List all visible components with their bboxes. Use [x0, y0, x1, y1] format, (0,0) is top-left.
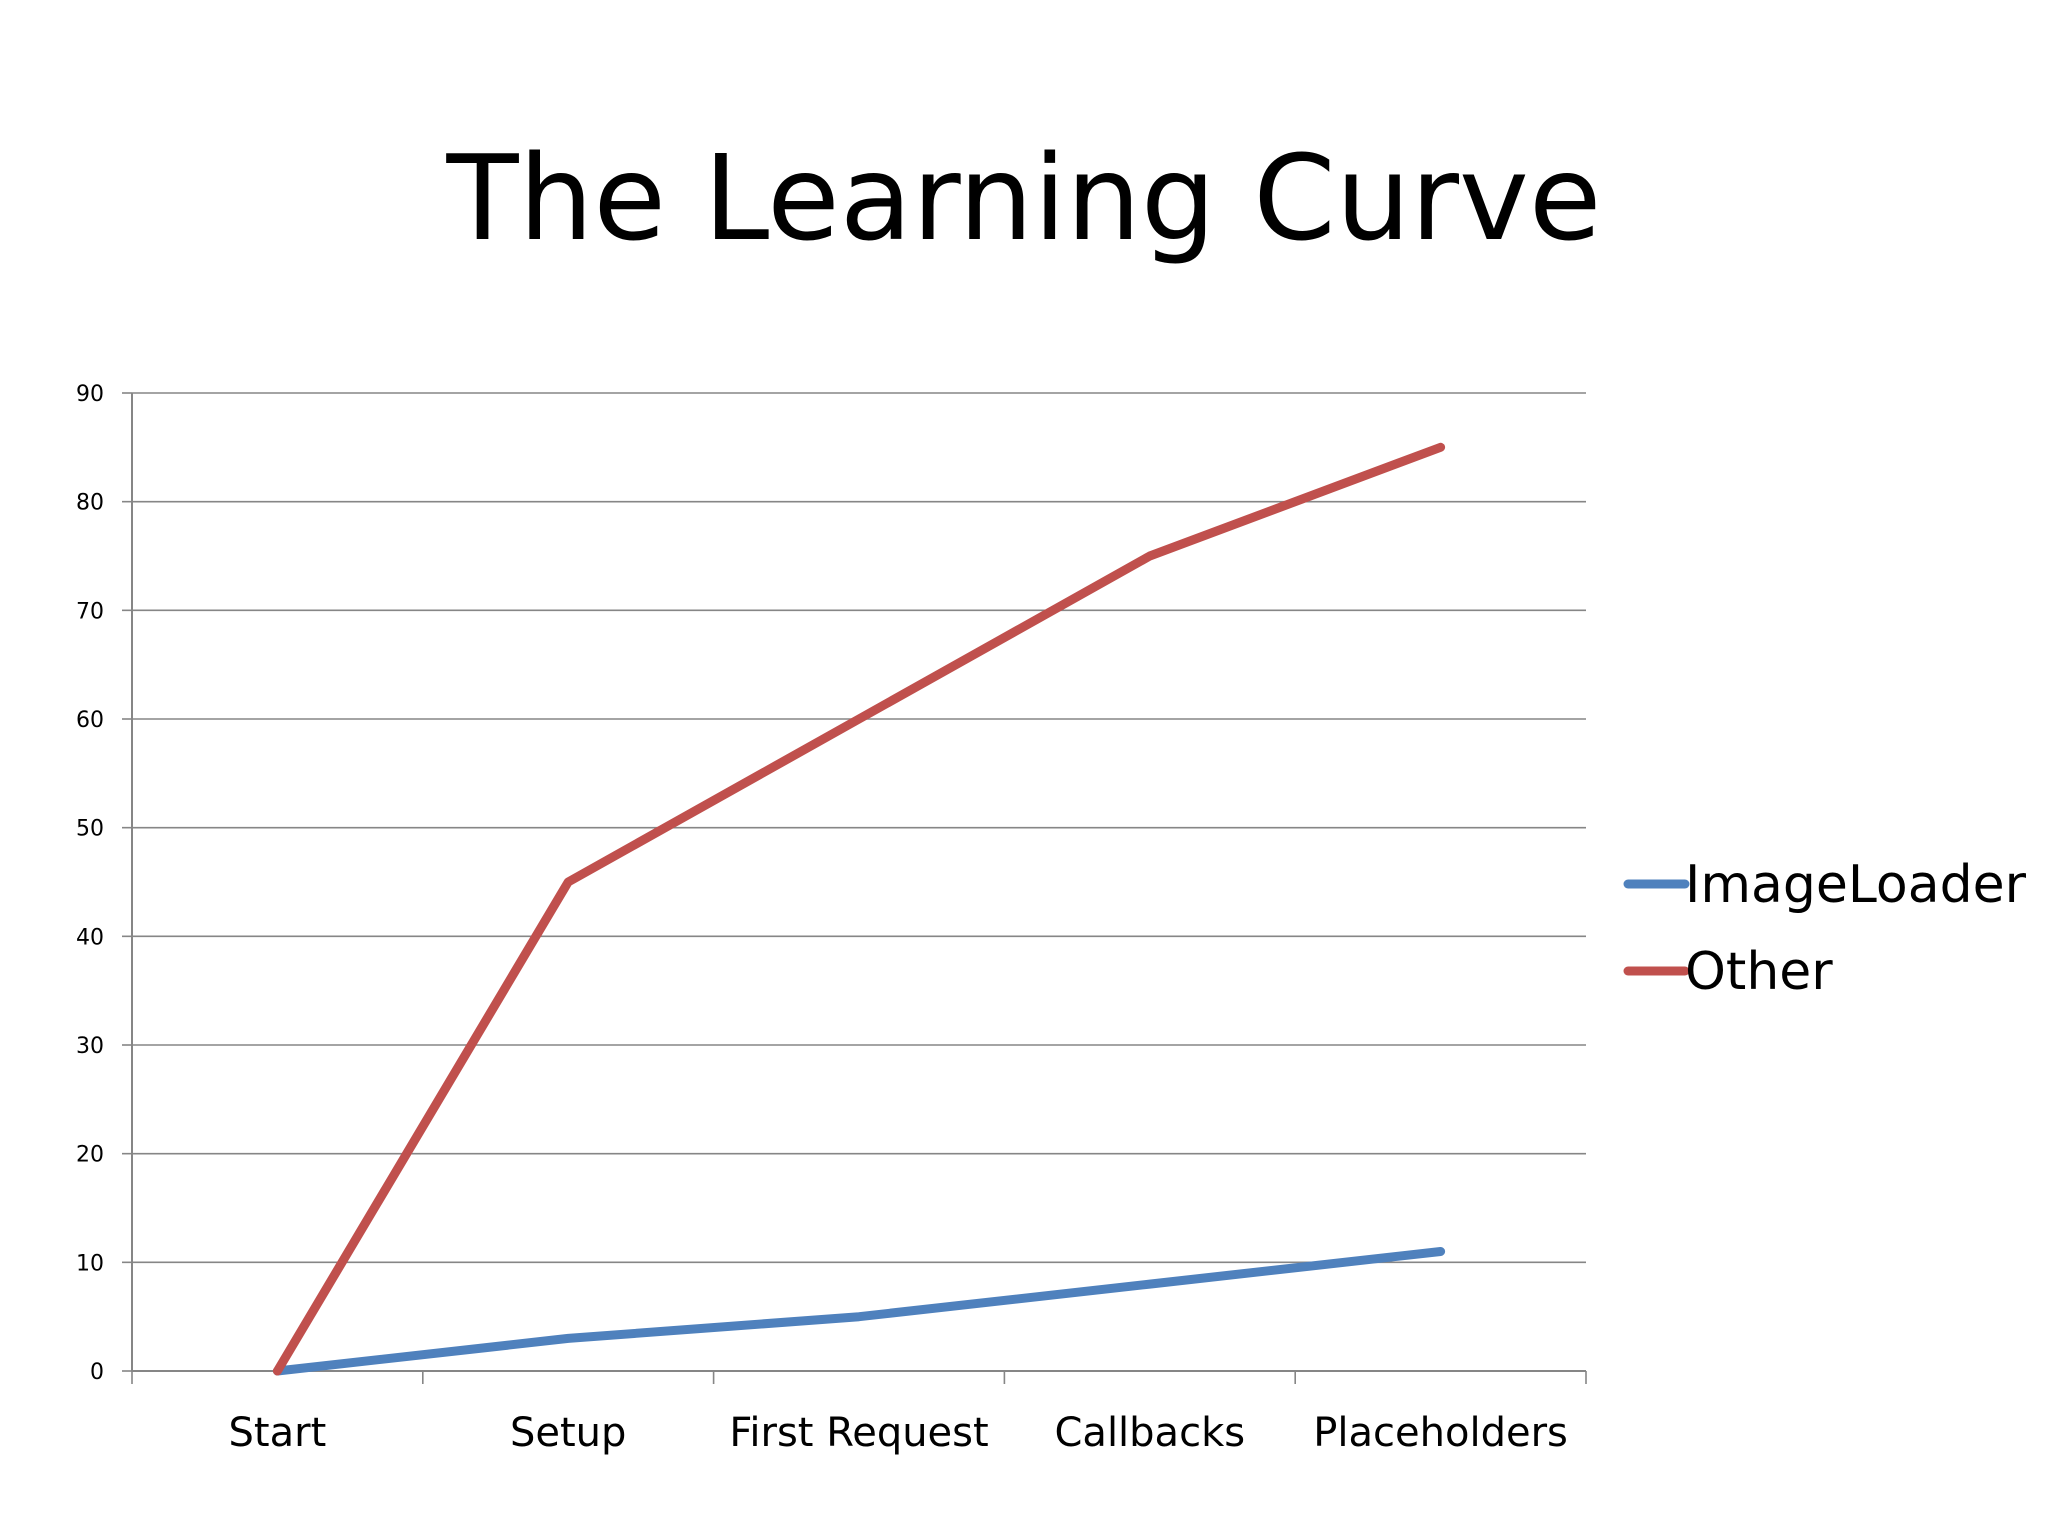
y-tick-label: 10	[76, 1251, 104, 1276]
x-tick-label: Setup	[510, 1410, 626, 1456]
legend: ImageLoader Other	[1623, 855, 2027, 1002]
y-tick-label: 30	[76, 1034, 104, 1059]
legend-label-imageloader: ImageLoader	[1685, 855, 2027, 915]
legend-label-other: Other	[1685, 942, 1833, 1002]
x-tick-label: Start	[229, 1410, 327, 1456]
x-tick-label: Callbacks	[1055, 1410, 1246, 1456]
y-tick-label: 0	[90, 1360, 104, 1385]
x-tick-label: Placeholders	[1313, 1410, 1568, 1456]
series-line-other	[272, 442, 1446, 1376]
slide-title: The Learning Curve	[446, 129, 1602, 267]
y-tick-label: 50	[76, 817, 104, 842]
series-lines	[272, 442, 1446, 1376]
series-line-imageloader	[272, 1247, 1446, 1376]
gridlines	[132, 392, 1586, 1372]
y-tick-label: 80	[76, 491, 104, 516]
axes: 0 10 20 30 40 50 60 70 80 90 Start Setup First Reque…	[76, 382, 1587, 1456]
y-tick-label: 60	[76, 708, 104, 733]
x-tick-label: First Request	[729, 1410, 988, 1456]
y-tick-label: 90	[76, 382, 104, 407]
y-tick-label: 70	[76, 599, 104, 624]
y-tick-label: 40	[76, 925, 104, 950]
y-tick-label: 20	[76, 1143, 104, 1168]
